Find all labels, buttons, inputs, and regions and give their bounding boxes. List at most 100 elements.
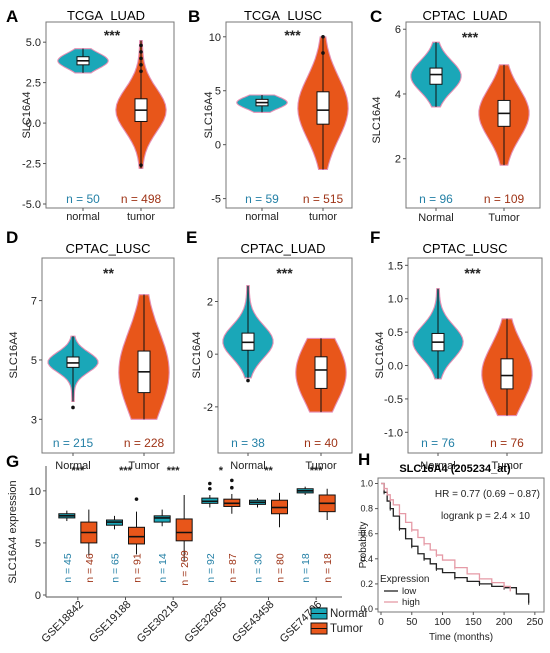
n-label-tumor: n = 209 bbox=[179, 550, 191, 585]
panel-label: D bbox=[6, 228, 18, 247]
y-tick-label: 0.2 bbox=[360, 579, 373, 589]
n-label: n = 228 bbox=[124, 436, 165, 450]
n-label: n = 40 bbox=[304, 436, 338, 450]
tumor-box-outlier bbox=[230, 478, 234, 483]
n-label: n = 215 bbox=[53, 436, 94, 450]
panel-title: CPTAC_LUAD bbox=[240, 241, 325, 256]
y-tick-label: 1.5 bbox=[388, 260, 403, 272]
y-tick-label: 1.0 bbox=[388, 294, 403, 306]
violin-normal: n = 50 normal bbox=[57, 48, 109, 223]
box-outlier bbox=[139, 56, 143, 61]
n-label: n = 59 bbox=[245, 192, 279, 206]
significance-marker: ** bbox=[264, 465, 273, 477]
y-tick-label: 5 bbox=[31, 355, 37, 367]
legend-label: Normal bbox=[330, 608, 367, 620]
y-tick-label: -5.0 bbox=[22, 199, 41, 211]
plot-frame bbox=[225, 21, 353, 209]
x-category-label: GSE19188 bbox=[87, 599, 134, 646]
tumor-box-outlier bbox=[134, 497, 139, 501]
panel-title: SLC16A4 (205234_at) bbox=[399, 463, 511, 475]
box-outlier bbox=[139, 163, 143, 167]
y-axis-label: SLC16A4 bbox=[21, 91, 33, 138]
x-axis-label: Time (months) bbox=[429, 632, 493, 643]
y-tick-label: -5 bbox=[211, 194, 221, 206]
n-label-tumor: n = 91 bbox=[132, 553, 144, 583]
legend-label-high: high bbox=[402, 597, 420, 608]
y-tick-label: 0 bbox=[215, 140, 221, 152]
x-category-label: Normal bbox=[55, 460, 90, 472]
significance-marker: *** bbox=[71, 465, 85, 477]
x-category-label: GSE32665 bbox=[182, 599, 229, 646]
box-outlier bbox=[246, 378, 250, 383]
box-box bbox=[429, 67, 443, 85]
violin-tumor: n = 498 tumor bbox=[115, 40, 167, 223]
violin-normal: n = 59 normal bbox=[236, 94, 288, 223]
n-label-normal: n = 30 bbox=[253, 553, 265, 583]
panel-label: F bbox=[370, 228, 380, 247]
dataset-gse18842: *** n = 45 n = 46 GSE18842 bbox=[39, 465, 98, 646]
panel-f: F CPTAC_LUSC 1.5 1.0 0.5 0.0 -0.5 -1.0 SLC16A4 **… bbox=[370, 228, 543, 472]
x-category-label: Tumor bbox=[491, 460, 523, 472]
x-tick-label: 250 bbox=[527, 617, 544, 628]
tumor-box-box bbox=[128, 526, 145, 545]
y-axis-label: SLC16A4 expression bbox=[7, 480, 19, 583]
x-category-label: normal bbox=[245, 211, 279, 223]
significance-marker: *** bbox=[104, 27, 121, 43]
panel-title: TCGA_LUSC bbox=[244, 8, 322, 23]
x-tick-label: 100 bbox=[434, 617, 451, 628]
legend-label: Tumor bbox=[330, 623, 363, 635]
km-curve-low bbox=[381, 482, 530, 603]
panel-title: CPTAC_LUSC bbox=[422, 241, 507, 256]
n-label-normal: n = 45 bbox=[62, 553, 74, 583]
panel-label: H bbox=[358, 450, 370, 469]
y-tick-label: 0.8 bbox=[360, 504, 373, 514]
y-tick-label: 5 bbox=[215, 86, 221, 98]
tumor-box-outlier bbox=[230, 485, 234, 490]
y-tick-label: 0 bbox=[207, 349, 213, 361]
x-category-label: Normal bbox=[230, 460, 265, 472]
panel-title: CPTAC_LUSC bbox=[65, 241, 150, 256]
box-box bbox=[314, 356, 328, 389]
y-tick-label: 3 bbox=[31, 414, 37, 426]
significance-marker: *** bbox=[119, 465, 133, 477]
significance-marker: *** bbox=[284, 27, 301, 43]
y-tick-label: 5.0 bbox=[26, 37, 41, 49]
n-label-normal: n = 92 bbox=[205, 553, 217, 583]
n-label-normal: n = 14 bbox=[157, 553, 169, 583]
significance-marker: *** bbox=[276, 265, 293, 281]
x-category-label: tumor bbox=[127, 211, 155, 223]
n-label: n = 109 bbox=[484, 192, 525, 206]
y-tick-label: 1.0 bbox=[360, 479, 373, 489]
n-label-tumor: n = 46 bbox=[84, 553, 96, 583]
plot-frame bbox=[45, 21, 175, 209]
n-label-normal: n = 18 bbox=[300, 553, 312, 583]
plot-frame bbox=[377, 477, 545, 613]
y-axis-label: SLC16A4 bbox=[8, 331, 20, 378]
panel-label: C bbox=[370, 7, 382, 26]
x-category-label: Tumor bbox=[488, 212, 520, 224]
y-tick-label: 0.0 bbox=[388, 361, 403, 373]
logrank-label: logrank p = 2.4 × 10 bbox=[441, 511, 530, 522]
legend: Normal Tumor bbox=[310, 607, 367, 635]
x-tick-label: 50 bbox=[406, 617, 418, 628]
plot-frame bbox=[41, 257, 175, 454]
y-tick-label: 2 bbox=[207, 297, 213, 309]
y-tick-label: 5 bbox=[35, 538, 41, 550]
box-outlier bbox=[321, 34, 325, 39]
x-category-label: GSE74706 bbox=[278, 599, 325, 646]
significance-marker: * bbox=[219, 465, 224, 477]
n-label: n = 96 bbox=[419, 192, 453, 206]
violin-normal: n = 76 Normal bbox=[412, 288, 464, 472]
y-tick-label: 0.4 bbox=[360, 554, 373, 564]
x-tick-label: 200 bbox=[496, 617, 513, 628]
x-tick-label: 150 bbox=[465, 617, 482, 628]
x-category-label: Tumor bbox=[128, 460, 160, 472]
x-category-label: tumor bbox=[309, 211, 337, 223]
y-tick-label: 2 bbox=[395, 154, 401, 166]
x-category-label: GSE18842 bbox=[39, 599, 86, 646]
x-category-label: GSE43458 bbox=[230, 599, 277, 646]
